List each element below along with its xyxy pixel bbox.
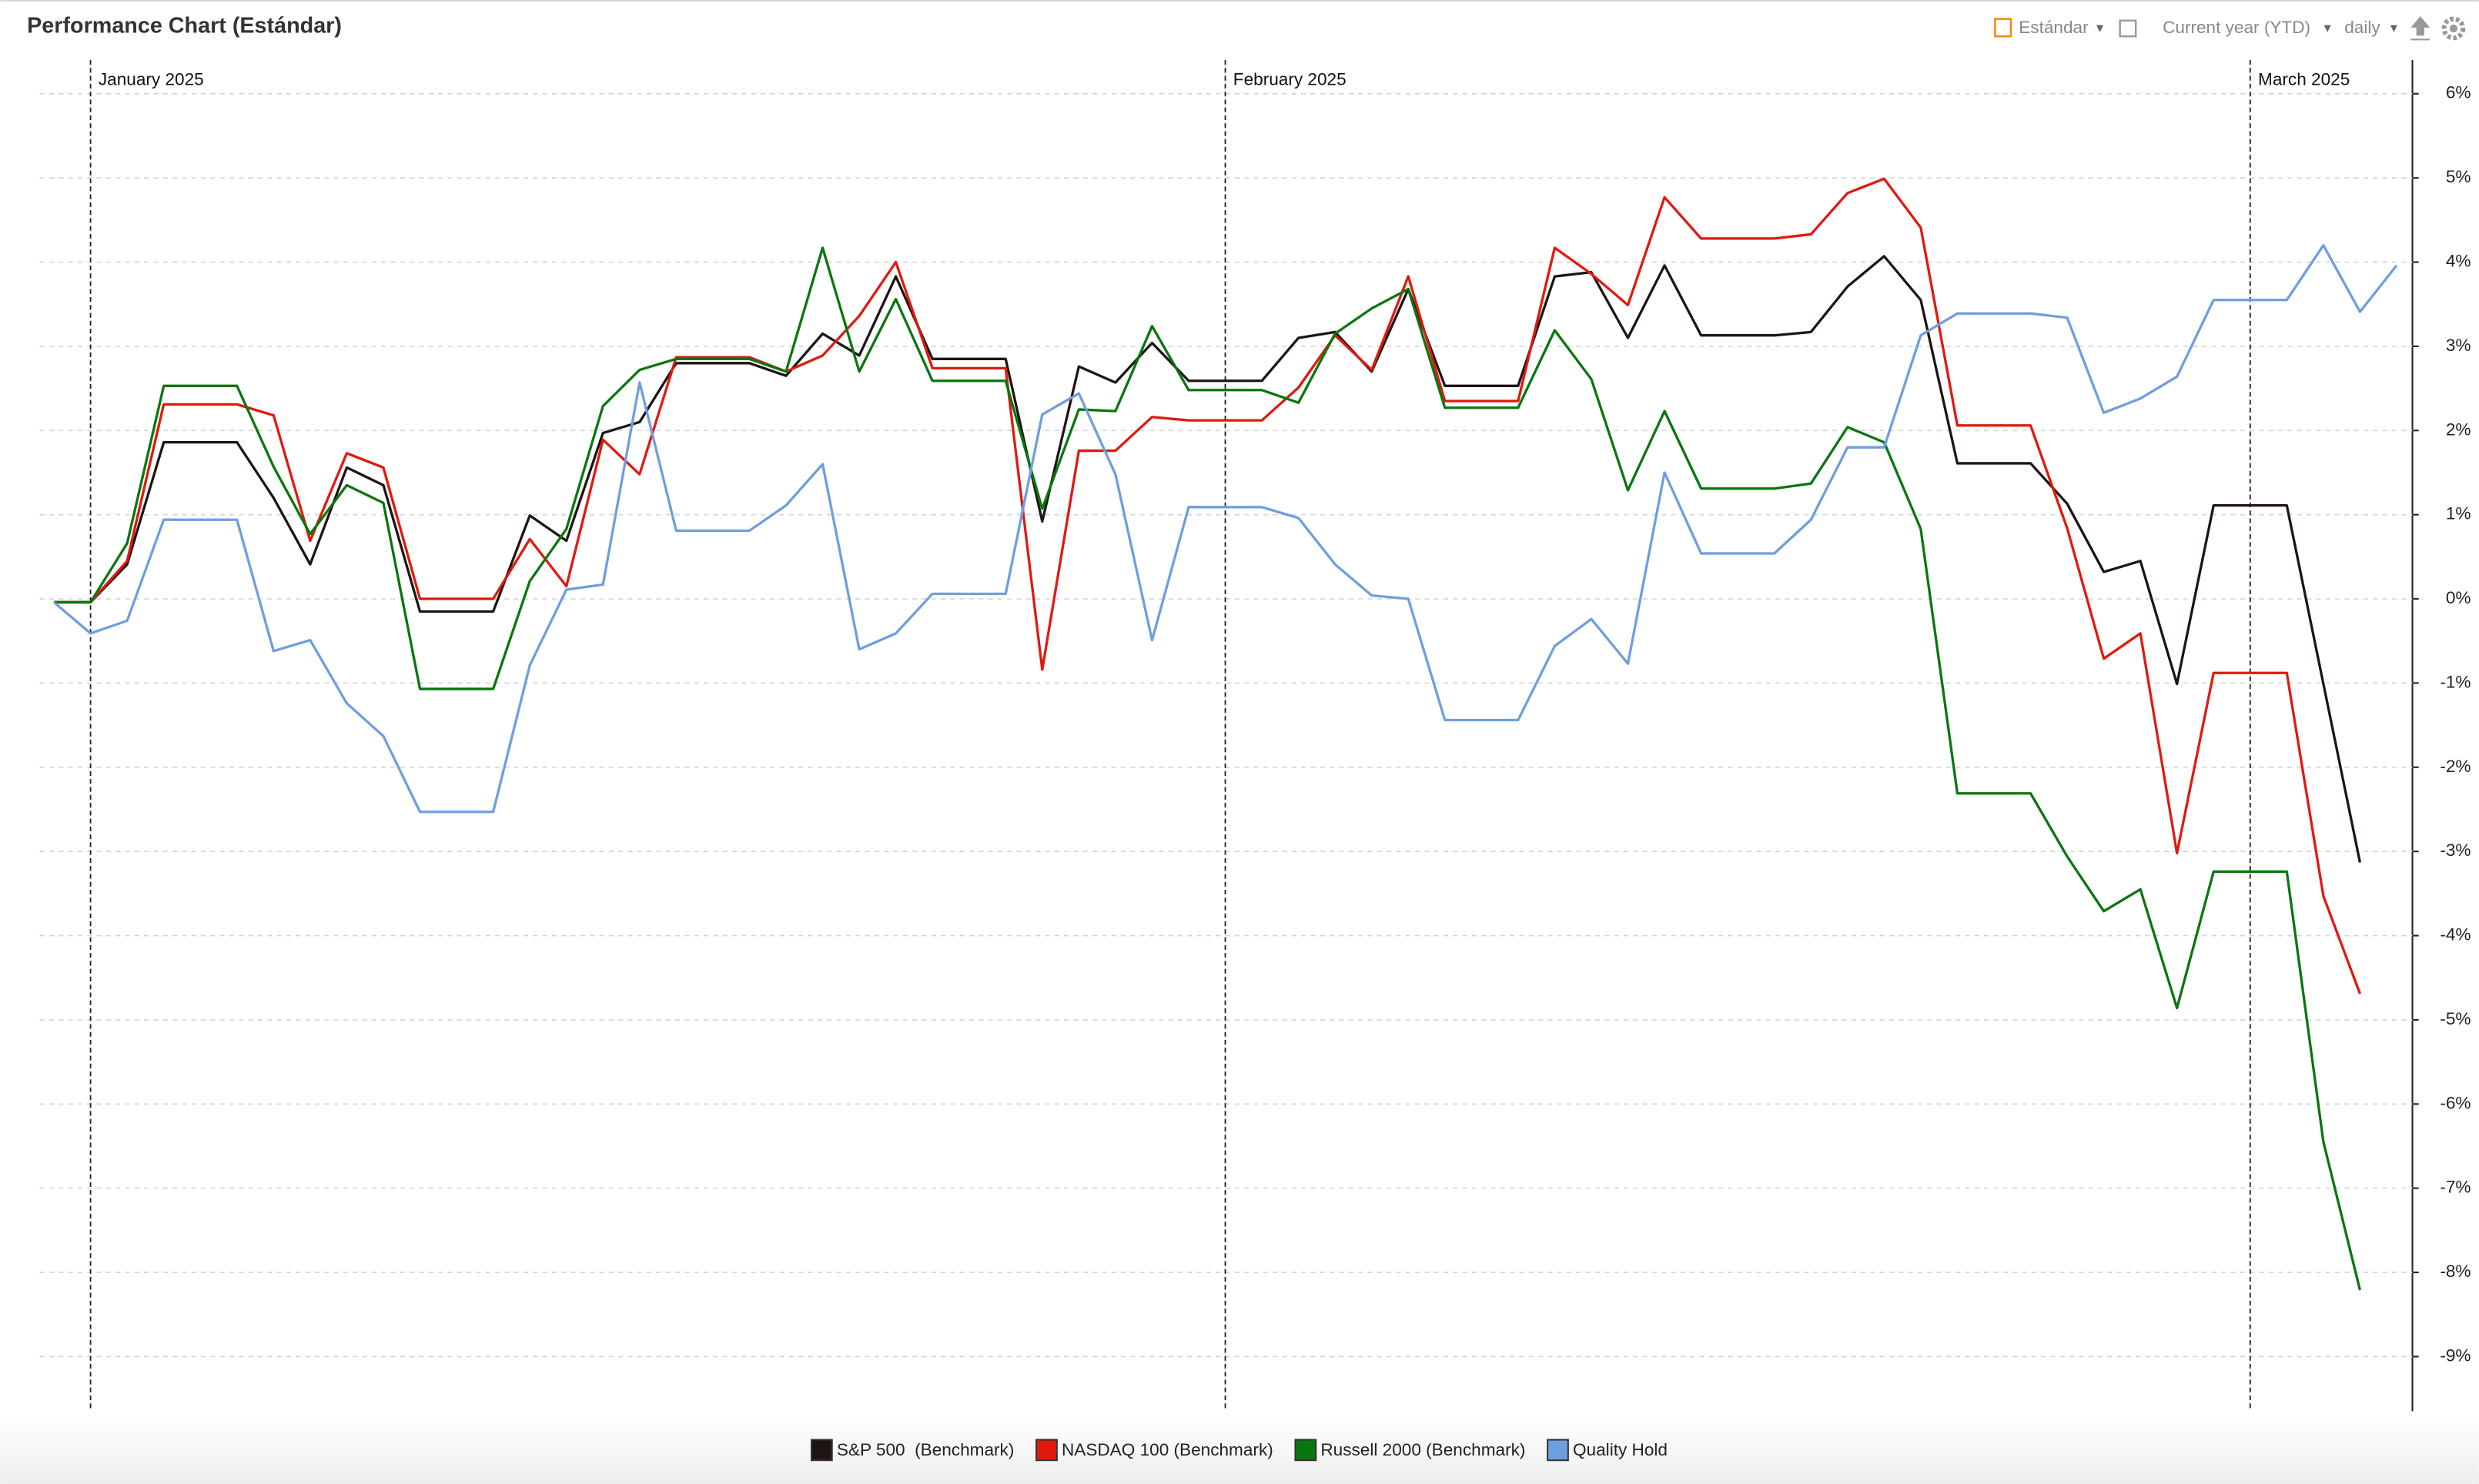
expand-icon[interactable] xyxy=(2119,19,2137,38)
y-tick-label: 4% xyxy=(2446,252,2471,271)
chart-title: Performance Chart (Estándar) xyxy=(27,13,342,38)
calendar-icon[interactable] xyxy=(1994,18,2012,38)
legend: S&P 500 (Benchmark) NASDAQ 100 (Benchmark… xyxy=(810,1439,1668,1462)
toolbar-period[interactable]: Current year (YTD) xyxy=(2163,18,2310,37)
legend-swatch xyxy=(1294,1439,1317,1462)
legend-swatch xyxy=(1035,1439,1058,1462)
legend-item[interactable]: S&P 500 (Benchmark) xyxy=(810,1439,1015,1462)
legend-item[interactable]: Russell 2000 (Benchmark) xyxy=(1294,1439,1526,1462)
y-tick-label: -3% xyxy=(2440,841,2471,860)
legend-swatch xyxy=(810,1439,833,1462)
legend-bar xyxy=(0,1414,2479,1484)
toolbar-frequency[interactable]: daily xyxy=(2344,18,2380,37)
y-tick-label: 0% xyxy=(2446,588,2471,607)
y-tick-label: 3% xyxy=(2446,336,2471,355)
y-tick-label: -6% xyxy=(2440,1093,2471,1112)
month-label: February 2025 xyxy=(1233,70,1347,89)
legend-swatch xyxy=(1547,1439,1569,1462)
settings-icon-center[interactable] xyxy=(2449,24,2458,33)
dropdown-arrow[interactable]: ▾ xyxy=(2390,19,2398,35)
y-tick-label: -8% xyxy=(2440,1262,2471,1281)
series-line xyxy=(52,244,2398,814)
y-tick-label: -5% xyxy=(2440,1009,2471,1028)
legend-label: S&P 500 (Benchmark) xyxy=(837,1440,1015,1459)
y-tick-label: -4% xyxy=(2440,925,2471,944)
dropdown-arrow[interactable]: ▾ xyxy=(2324,19,2332,35)
month-label: January 2025 xyxy=(99,70,204,89)
legend-label: Quality Hold xyxy=(1573,1440,1668,1459)
month-label: March 2025 xyxy=(2258,70,2350,89)
y-tick-label: 2% xyxy=(2446,419,2471,439)
series-line xyxy=(54,255,2362,863)
dropdown-arrow[interactable]: ▾ xyxy=(2096,19,2104,35)
y-tick-label: -1% xyxy=(2440,672,2471,691)
legend-label: NASDAQ 100 (Benchmark) xyxy=(1062,1440,1273,1459)
toolbar-view[interactable]: Estándar xyxy=(2019,18,2089,37)
y-tick-label: -2% xyxy=(2440,757,2471,776)
legend-item[interactable]: NASDAQ 100 (Benchmark) xyxy=(1035,1439,1273,1462)
legend-item[interactable]: Quality Hold xyxy=(1547,1439,1668,1462)
y-tick-label: 6% xyxy=(2446,83,2471,102)
y-tick-label: -9% xyxy=(2440,1345,2471,1365)
series-line xyxy=(54,246,2362,1291)
settings-icon[interactable] xyxy=(2441,16,2466,41)
export-icon[interactable] xyxy=(2410,15,2430,41)
y-tick-label: 5% xyxy=(2446,167,2471,186)
y-tick-label: -7% xyxy=(2440,1178,2471,1197)
series-line xyxy=(54,177,2361,994)
legend-label: Russell 2000 (Benchmark) xyxy=(1320,1440,1525,1459)
y-tick-label: 1% xyxy=(2446,504,2471,523)
